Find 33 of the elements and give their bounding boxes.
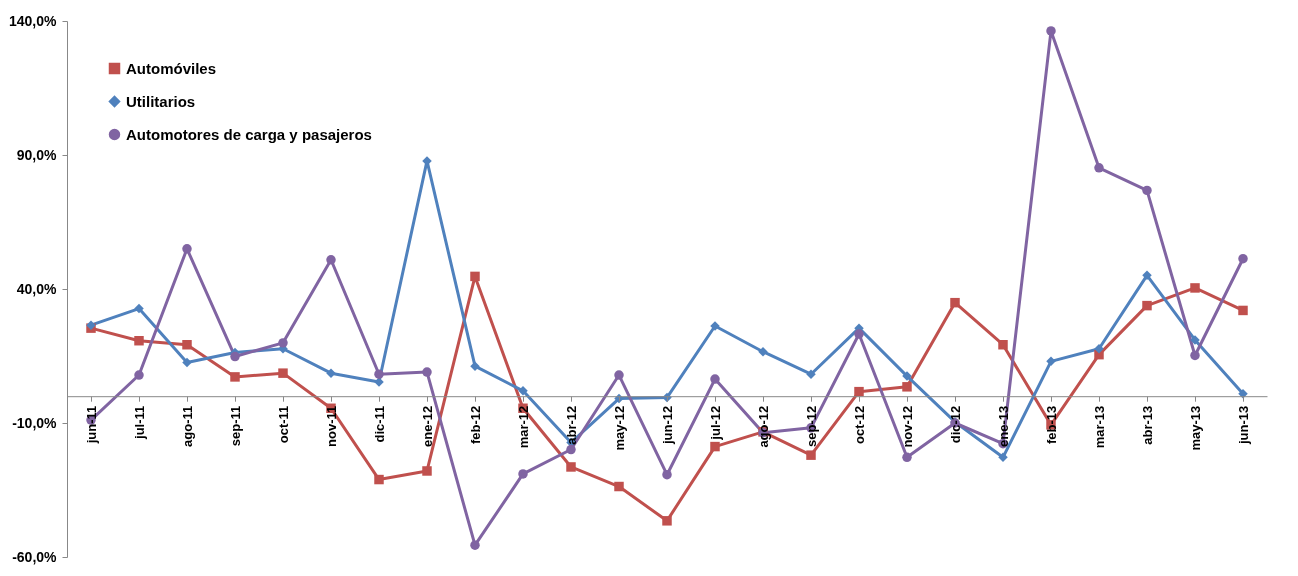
x-tick-label: dic-12 bbox=[947, 405, 963, 444]
x-tick-label: ene-12 bbox=[419, 405, 435, 447]
x-tick-label: feb-12 bbox=[467, 405, 483, 444]
x-tick-label: nov-11 bbox=[323, 405, 339, 447]
x-tick-label: nov-12 bbox=[899, 405, 915, 448]
legend-label: Automotores de carga y pasajeros bbox=[126, 125, 372, 143]
x-tick-label: sep-11 bbox=[227, 405, 243, 447]
x-tick-label: jun-12 bbox=[659, 405, 675, 445]
x-tick-label: abr-13 bbox=[1139, 405, 1155, 445]
x-tick-label: feb-13 bbox=[1043, 405, 1059, 444]
x-tick-label: jul-12 bbox=[707, 405, 723, 441]
x-tick-label: oct-11 bbox=[275, 405, 291, 444]
y-tick-label: 90,0% bbox=[16, 146, 58, 163]
x-tick-label: mar-13 bbox=[1091, 405, 1107, 449]
x-tick-label: ago-11 bbox=[179, 405, 195, 447]
x-tick-label: ago-12 bbox=[755, 405, 771, 448]
x-tick-label: jun-13 bbox=[1235, 405, 1251, 445]
y-tick-label: -60,0% bbox=[12, 548, 58, 565]
x-tick-label: sep-12 bbox=[803, 405, 819, 447]
x-tick-label: jul-11 bbox=[131, 405, 147, 440]
x-tick-label: may-12 bbox=[611, 405, 627, 451]
legend-label: Utilitarios bbox=[126, 92, 196, 110]
x-tick-label: mar-12 bbox=[515, 405, 531, 449]
x-tick-label: ene-13 bbox=[995, 405, 1011, 447]
y-tick-label: 40,0% bbox=[16, 280, 58, 297]
x-tick-label: abr-12 bbox=[563, 405, 579, 445]
legend-label: Automóviles bbox=[126, 59, 217, 77]
x-tick-label: oct-12 bbox=[851, 405, 867, 444]
x-tick-label: dic-11 bbox=[371, 405, 387, 443]
y-tick-label: -10,0% bbox=[12, 414, 58, 431]
y-tick-label: 140,0% bbox=[9, 12, 58, 29]
x-tick-label: jun-11 bbox=[83, 405, 99, 445]
x-tick-label: may-13 bbox=[1187, 405, 1203, 451]
